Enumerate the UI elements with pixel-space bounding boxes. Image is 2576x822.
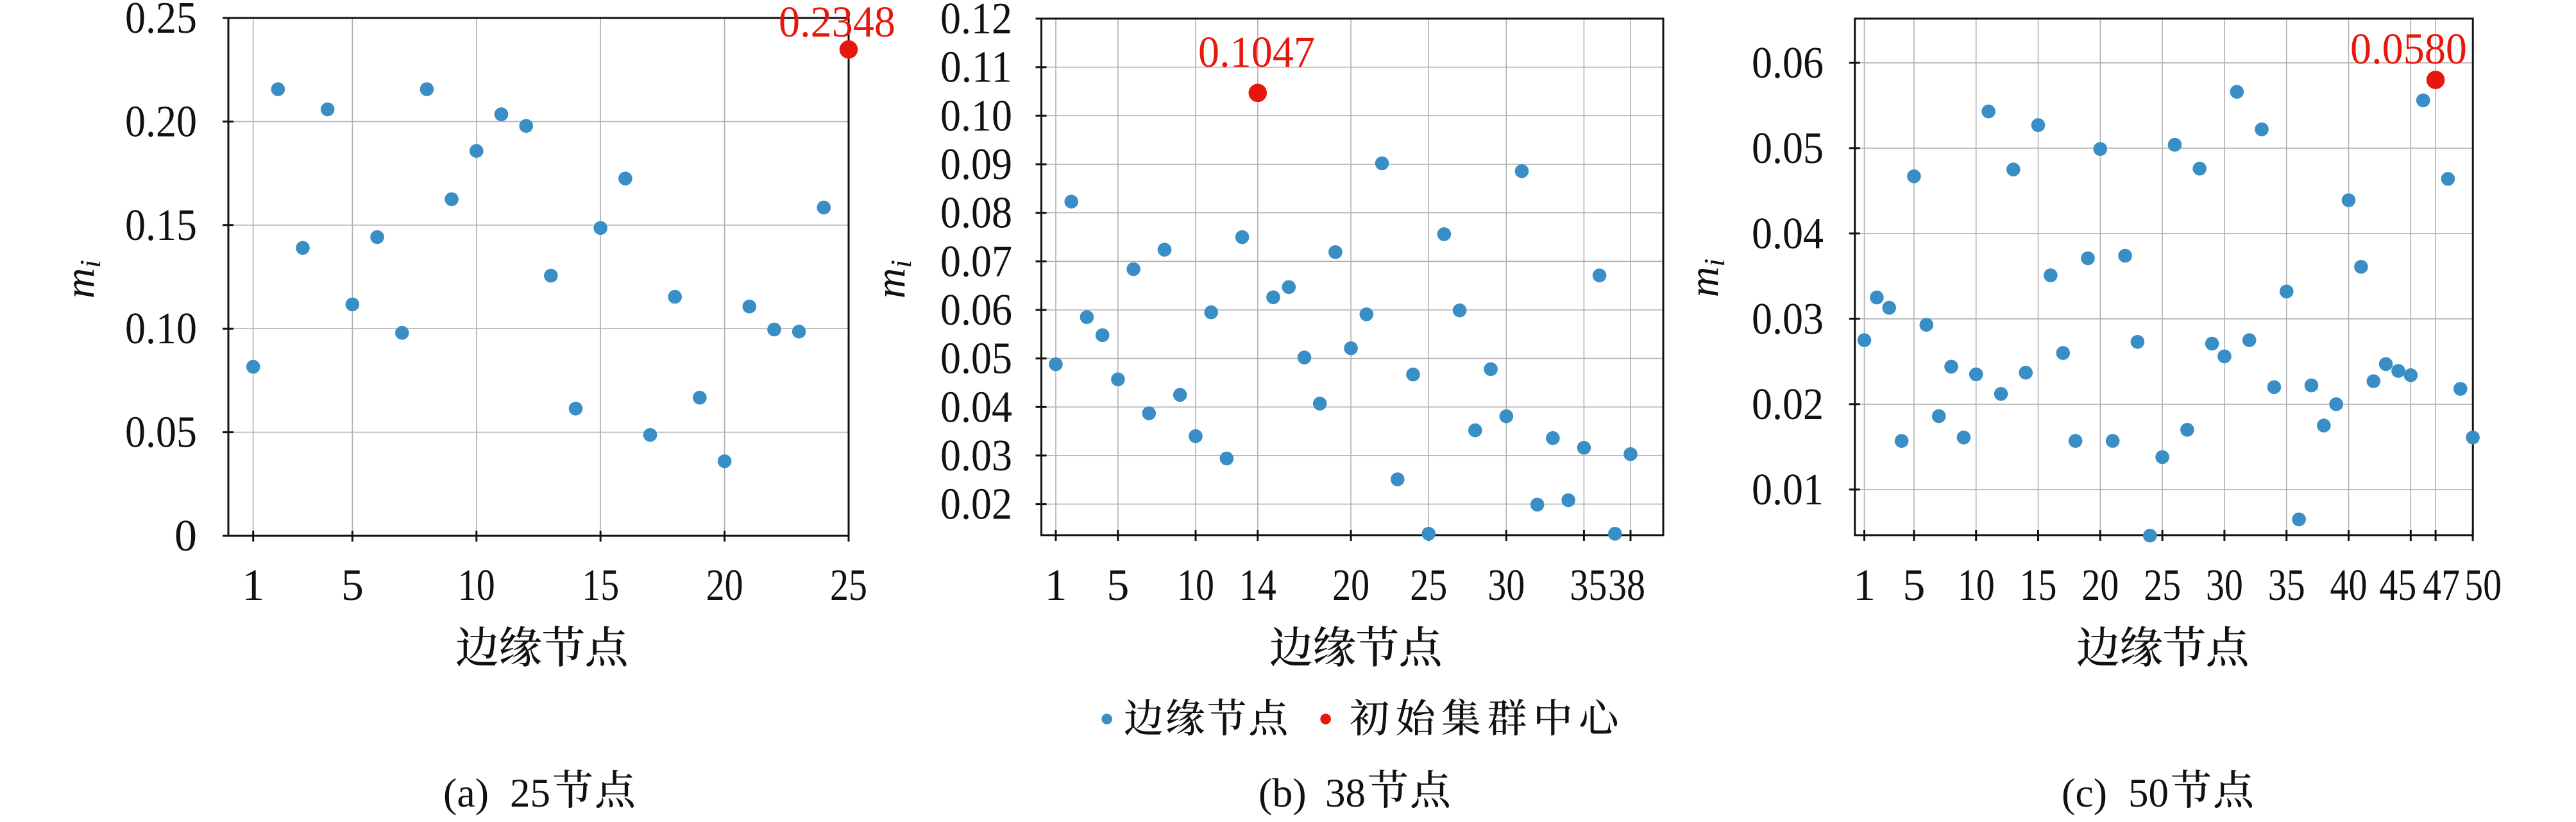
svg-text:0.1047: 0.1047	[1198, 28, 1315, 76]
svg-text:0.03: 0.03	[940, 431, 1012, 481]
svg-text:1: 1	[1853, 561, 1876, 610]
svg-text:10: 10	[458, 561, 495, 610]
svg-text:5: 5	[341, 561, 364, 610]
svg-text:20: 20	[1332, 561, 1369, 610]
svg-text:0.03: 0.03	[1752, 295, 1824, 344]
svg-text:0.05: 0.05	[1752, 124, 1824, 173]
svg-text:38: 38	[1325, 770, 1366, 816]
svg-text:0.12: 0.12	[940, 0, 1012, 44]
svg-text:0.0580: 0.0580	[2350, 24, 2467, 73]
svg-text:30: 30	[2206, 561, 2243, 610]
svg-text:15: 15	[2020, 561, 2057, 610]
svg-text:15: 15	[582, 561, 619, 610]
svg-text:25: 25	[1410, 561, 1447, 610]
svg-text:35: 35	[1570, 561, 1607, 610]
svg-text:0.06: 0.06	[940, 286, 1012, 335]
svg-text:1: 1	[1045, 561, 1067, 610]
svg-text:0.25: 0.25	[125, 0, 197, 43]
svg-text:0.02: 0.02	[1752, 380, 1824, 429]
svg-text:0.10: 0.10	[940, 91, 1012, 141]
svg-text:20: 20	[706, 561, 743, 610]
svg-text:0.08: 0.08	[940, 189, 1012, 238]
svg-text:25: 25	[830, 561, 867, 610]
svg-text:10: 10	[1958, 561, 1995, 610]
svg-text:0.09: 0.09	[940, 140, 1012, 189]
svg-text:5: 5	[1902, 561, 1925, 610]
svg-text:0.05: 0.05	[940, 334, 1012, 384]
svg-text:0.07: 0.07	[940, 237, 1012, 286]
svg-text:0.05: 0.05	[125, 408, 197, 458]
svg-text:0.02: 0.02	[940, 480, 1012, 529]
svg-text:45: 45	[2379, 561, 2416, 610]
svg-text:30: 30	[1487, 561, 1525, 610]
svg-text:50: 50	[2464, 561, 2502, 610]
svg-text:35: 35	[2268, 561, 2305, 610]
svg-text:0.04: 0.04	[1752, 209, 1824, 259]
svg-text:20: 20	[2081, 561, 2119, 610]
svg-text:(b): (b)	[1258, 770, 1307, 816]
svg-text:0.10: 0.10	[125, 304, 197, 354]
svg-text:10: 10	[1177, 561, 1214, 610]
svg-text:(a): (a)	[443, 770, 489, 816]
svg-text:0.04: 0.04	[940, 382, 1012, 432]
svg-text:0.06: 0.06	[1752, 39, 1824, 88]
svg-text:40: 40	[2330, 561, 2368, 610]
svg-text:0.01: 0.01	[1752, 465, 1824, 515]
svg-text:0.15: 0.15	[125, 201, 197, 250]
svg-text:25: 25	[2144, 561, 2181, 610]
svg-text:(c): (c)	[2062, 770, 2107, 816]
svg-text:14: 14	[1239, 561, 1276, 610]
svg-text:0: 0	[174, 511, 197, 561]
svg-text:1: 1	[242, 561, 264, 610]
svg-text:25: 25	[510, 770, 550, 816]
svg-text:5: 5	[1106, 561, 1129, 610]
svg-text:50: 50	[2128, 770, 2169, 816]
svg-text:0.11: 0.11	[940, 43, 1012, 92]
svg-text:38: 38	[1608, 561, 1645, 610]
svg-text:47: 47	[2423, 561, 2460, 610]
svg-text:0.20: 0.20	[125, 97, 197, 146]
svg-text:0.2348: 0.2348	[779, 0, 895, 46]
